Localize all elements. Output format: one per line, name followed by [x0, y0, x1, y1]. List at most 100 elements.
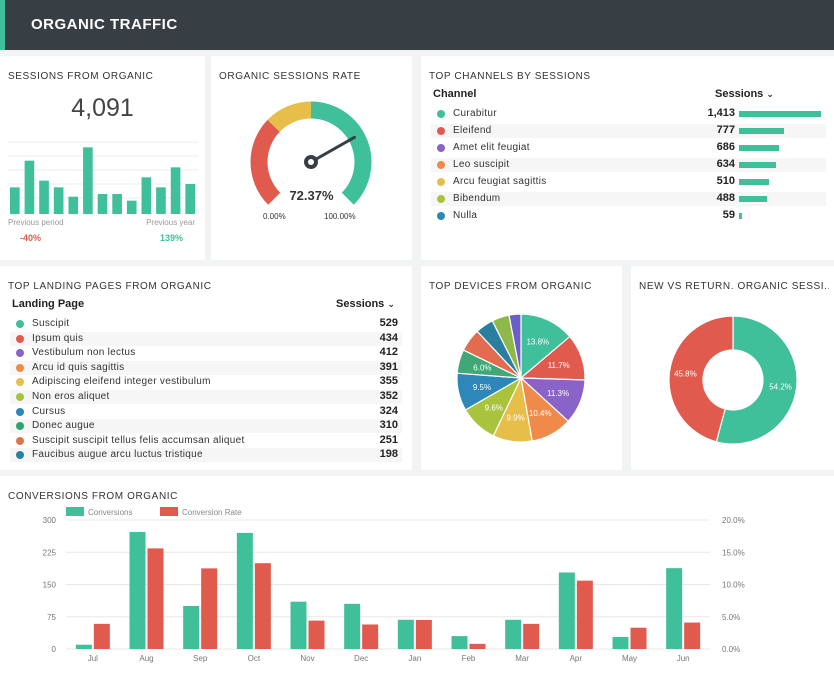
landing-row[interactable]: Arcu id quis sagittis 391	[10, 360, 402, 375]
conversion-rate-bar	[362, 624, 379, 649]
channel-label: Eleifend	[453, 125, 492, 136]
channel-row[interactable]: Bibendum 488	[431, 192, 826, 206]
chevron-down-icon: ⌄	[766, 89, 774, 99]
spark-bar	[141, 177, 152, 214]
landing-row[interactable]: Non eros aliquet 352	[10, 390, 402, 404]
legend-label: Conversions	[88, 508, 132, 517]
spark-bar	[156, 187, 166, 214]
channel-row[interactable]: Leo suscipit 634	[431, 158, 826, 172]
landing-color-dot	[16, 349, 24, 358]
landing-color-dot	[16, 363, 24, 372]
landing-label: Non eros aliquet	[32, 391, 110, 402]
landing-row[interactable]: Adipiscing eleifend integer vestibulum 3…	[10, 375, 402, 389]
landing-value: 198	[379, 448, 398, 461]
channel-color-dot	[437, 212, 445, 220]
landing-color-dot	[16, 334, 24, 343]
landing-panel: TOP LANDING PAGES FROM ORGANIC Landing P…	[0, 266, 412, 470]
rate-gauge	[250, 101, 372, 205]
channel-value: 59	[722, 209, 735, 221]
landing-row[interactable]: Suscipit suscipit tellus felis accumsan …	[10, 434, 402, 448]
spark-bar	[10, 187, 20, 214]
channel-bar	[739, 213, 743, 219]
channel-bar	[739, 179, 769, 185]
gauge-mid-arc	[267, 101, 311, 132]
landing-row[interactable]: Cursus 324	[10, 405, 402, 419]
conversions-bar	[505, 619, 522, 649]
conversion-rate-bar	[523, 623, 540, 649]
landing-value: 352	[379, 390, 398, 402]
conversions-panel: CONVERSIONS FROM ORGANIC 0 75 150 225 300 0.0…	[0, 476, 834, 681]
channel-row[interactable]: Arcu feugiat sagittis 510	[431, 175, 826, 189]
newreturn-title: NEW VS RETURN. ORGANIC SESSI...	[639, 281, 829, 292]
channel-label: Bibendum	[453, 193, 501, 204]
conversions-bar	[75, 644, 92, 649]
prev-period-change: -40%	[20, 233, 42, 243]
channel-color-dot	[437, 127, 445, 135]
conversions-bar	[397, 619, 414, 649]
landing-col-sessions-label: Sessions	[336, 298, 385, 310]
gauge-low-arc	[250, 119, 281, 205]
channel-row[interactable]: Amet elit feugiat 686	[431, 141, 826, 155]
channel-bar	[739, 111, 821, 117]
chevron-down-icon: ⌄	[387, 299, 395, 309]
channel-color-dot	[437, 144, 445, 152]
x-tick: Nov	[300, 654, 314, 663]
x-tick: Aug	[139, 654, 153, 663]
y-right-tick: 15.0%	[722, 548, 745, 557]
channels-col-sessions-label: Sessions	[715, 88, 764, 100]
conversions-bar	[344, 603, 361, 649]
channel-color-dot	[437, 110, 445, 118]
landing-value: 434	[379, 331, 398, 344]
channel-bar	[739, 196, 768, 202]
y-right-tick: 10.0%	[722, 581, 745, 590]
landing-color-dot	[16, 436, 24, 445]
y-left-tick: 225	[43, 548, 57, 557]
landing-value: 251	[379, 433, 398, 446]
channel-label: Arcu feugiat sagittis	[453, 176, 547, 187]
landing-row[interactable]: Faucibus augue arcu luctus tristique 198	[10, 448, 402, 463]
channel-row[interactable]: Nulla 59	[431, 209, 826, 223]
landing-col-sessions[interactable]: Sessions ⌄	[336, 298, 395, 310]
channel-value: 634	[716, 158, 735, 170]
sessions-panel: SESSIONS FROM ORGANIC 4,091 Previous per…	[0, 56, 205, 260]
landing-label: Cursus	[32, 405, 66, 417]
channel-value: 1,413	[707, 107, 735, 119]
legend-swatch	[66, 507, 84, 516]
prev-year-change: 139%	[159, 233, 183, 243]
spark-bar	[126, 200, 137, 214]
legend-swatch	[160, 507, 178, 516]
channels-col-sessions[interactable]: Sessions ⌄	[715, 88, 774, 100]
pie-slice-label: 54.2%	[769, 382, 792, 391]
landing-row[interactable]: Vestibulum non lectus 412	[10, 346, 402, 360]
channel-color-dot	[437, 161, 445, 169]
gauge-needle	[309, 135, 356, 164]
x-tick: Jan	[408, 654, 421, 663]
landing-row[interactable]: Ipsum quis 434	[10, 331, 402, 346]
y-right-tick: 0.0%	[722, 645, 740, 654]
conversions-bar	[183, 606, 200, 649]
pie-slice-label: 11.7%	[548, 361, 570, 370]
pie-slice-label: 6.0%	[473, 364, 491, 373]
pie-slice-label: 9.9%	[506, 414, 524, 423]
y-right-tick: 5.0%	[722, 613, 740, 622]
landing-row[interactable]: Donec augue 310	[10, 419, 402, 434]
conversion-rate-bar	[147, 548, 164, 649]
spark-bar	[97, 194, 108, 214]
prev-period-label: Previous period	[8, 218, 64, 227]
conversions-title: CONVERSIONS FROM ORGANIC	[8, 491, 178, 502]
landing-label: Arcu id quis sagittis	[32, 361, 125, 373]
conversion-rate-bar	[254, 563, 271, 649]
spark-bar	[53, 187, 64, 214]
x-tick: Oct	[248, 654, 261, 663]
pie-slice-label: 45.8%	[674, 370, 697, 379]
channel-row[interactable]: Eleifend 777	[431, 124, 826, 138]
landing-col-page: Landing Page	[12, 298, 85, 310]
conversion-rate-bar	[201, 568, 218, 649]
y-left-tick: 75	[47, 613, 56, 622]
landing-row[interactable]: Suscipit 529	[10, 317, 402, 331]
channel-row[interactable]: Curabitur 1,413	[431, 107, 826, 121]
devices-title: TOP DEVICES FROM ORGANIC	[429, 281, 592, 292]
x-tick: Apr	[570, 654, 583, 663]
pie-slice-label: 11.3%	[547, 389, 569, 398]
channel-label: Leo suscipit	[453, 159, 510, 170]
